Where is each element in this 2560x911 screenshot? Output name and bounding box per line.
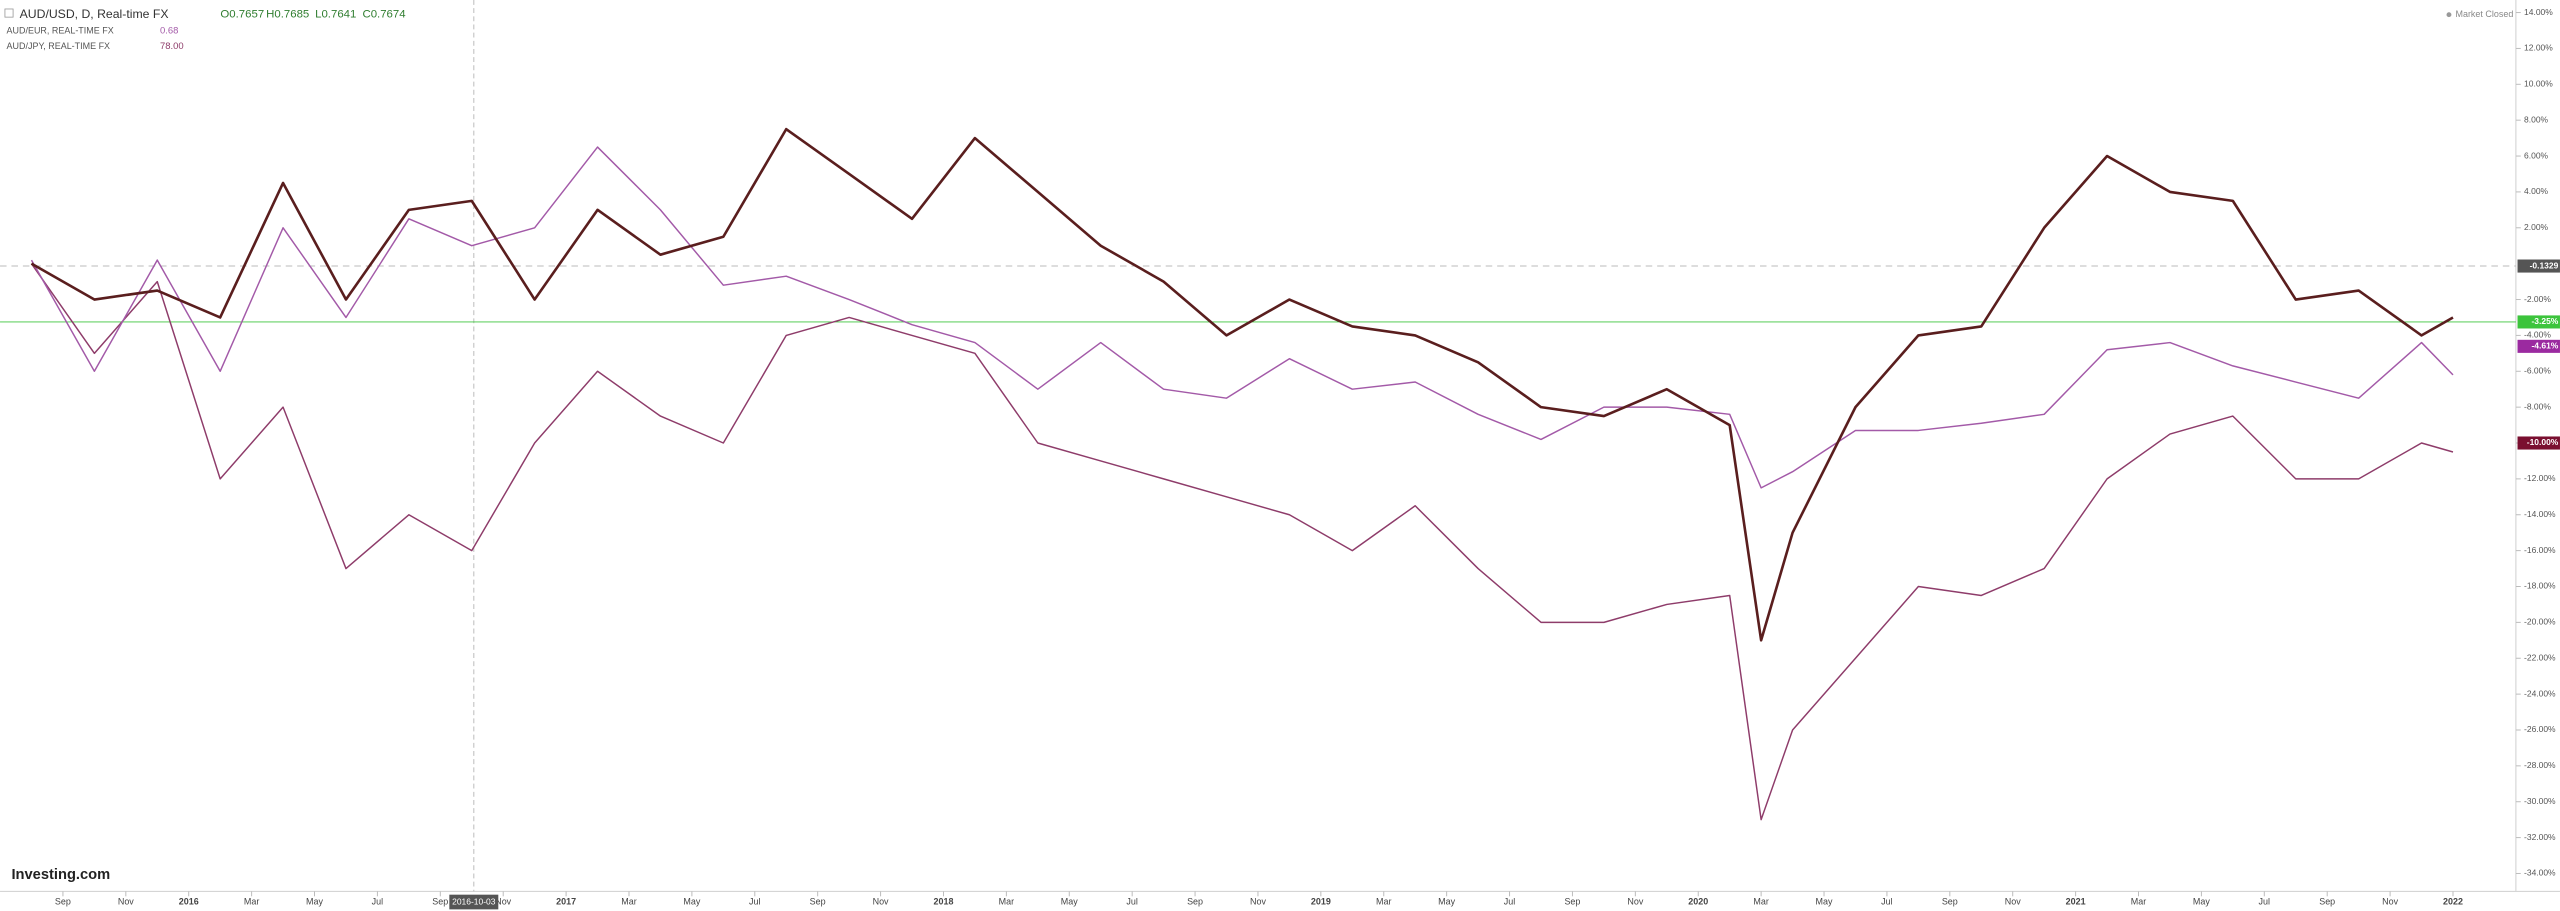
x-tick-label: 2021 — [2066, 896, 2086, 906]
series-line — [30, 263, 2454, 821]
price-label: -4.61% — [2531, 341, 2558, 351]
x-tick-label: 2020 — [1688, 896, 1708, 906]
x-tick-label: May — [306, 896, 323, 906]
status-dot — [2446, 12, 2452, 18]
x-tick-label: Sep — [1564, 896, 1580, 906]
x-tick-label: May — [1061, 896, 1078, 906]
x-tick-label: 2017 — [556, 896, 576, 906]
price-label-bg — [2517, 339, 2560, 353]
crosshair-label-bg — [449, 894, 499, 910]
quote-value: O0.7657 — [220, 9, 264, 21]
crosshair-label: 2016-10-03 — [452, 896, 496, 906]
x-tick-label: Nov — [873, 896, 889, 906]
y-tick-label: -2.00% — [2524, 294, 2551, 304]
x-tick-label: Mar — [2131, 896, 2146, 906]
y-tick-label: -8.00% — [2524, 401, 2551, 411]
status: Market Closed — [2455, 9, 2513, 19]
x-tick-label: Nov — [118, 896, 134, 906]
y-tick-label: -28.00% — [2524, 760, 2556, 770]
y-tick-label: 8.00% — [2524, 114, 2548, 124]
x-tick-label: Nov — [1250, 896, 1266, 906]
y-tick-label: -30.00% — [2524, 796, 2556, 806]
x-tick-label: Sep — [1187, 896, 1203, 906]
y-tick-label: 10.00% — [2524, 79, 2553, 89]
y-tick-label: -26.00% — [2524, 724, 2556, 734]
y-tick-label: -32.00% — [2524, 832, 2556, 842]
x-tick-label: May — [1816, 896, 1833, 906]
x-tick-label: Nov — [495, 896, 511, 906]
x-tick-label: Jul — [1504, 896, 1515, 906]
y-tick-label: -34.00% — [2524, 868, 2556, 878]
x-tick-label: 2022 — [2443, 896, 2463, 906]
y-tick-label: 12.00% — [2524, 43, 2553, 53]
x-tick-label: Sep — [55, 896, 71, 906]
y-tick-label: 14.00% — [2524, 7, 2553, 17]
x-tick-label: Jul — [1126, 896, 1137, 906]
x-tick-label: May — [683, 896, 700, 906]
legend-label: AUD/JPY, REAL-TIME FX — [7, 41, 111, 51]
legend-label: AUD/EUR, REAL-TIME FX — [7, 25, 114, 35]
series-line — [30, 127, 2454, 642]
x-tick-label: Jul — [1881, 896, 1892, 906]
y-tick-label: -24.00% — [2524, 688, 2556, 698]
collapse-icon[interactable] — [4, 8, 14, 18]
y-tick-label: -4.00% — [2524, 330, 2551, 340]
x-tick-label: Mar — [1376, 896, 1391, 906]
x-tick-label: 2019 — [1311, 896, 1331, 906]
y-tick-label: 2.00% — [2524, 222, 2548, 232]
y-tick-label: -20.00% — [2524, 617, 2556, 627]
quote-value: C0.7674 — [362, 9, 406, 21]
legend-last: 0.68 — [160, 26, 178, 37]
x-tick-label: Nov — [1627, 896, 1643, 906]
price-label: -10.00% — [2527, 437, 2559, 447]
price-label: -0.1329 — [2530, 260, 2559, 270]
x-tick-label: Nov — [2382, 896, 2398, 906]
x-tick-label: Mar — [244, 896, 259, 906]
y-tick-label: -22.00% — [2524, 652, 2556, 662]
x-tick-label: Sep — [2319, 896, 2335, 906]
price-label-bg — [2517, 436, 2560, 450]
x-tick-label: Jul — [372, 896, 383, 906]
price-label: -3.25% — [2531, 316, 2558, 326]
price-label-bg — [2517, 315, 2560, 329]
x-tick-label: Mar — [621, 896, 636, 906]
y-tick-label: -6.00% — [2524, 366, 2551, 376]
price-label-bg — [2517, 259, 2560, 273]
x-tick-label: May — [2193, 896, 2210, 906]
y-tick-label: 4.00% — [2524, 186, 2548, 196]
x-tick-label: 2016 — [179, 896, 199, 906]
quote-value: H0.7685 — [266, 9, 309, 21]
brand: Investing.com — [11, 867, 110, 883]
x-tick-label: Sep — [432, 896, 448, 906]
legend-last: 78.00 — [160, 41, 184, 52]
y-tick-label: -18.00% — [2524, 581, 2556, 591]
x-tick-label: 2018 — [934, 896, 954, 906]
y-tick-label: 6.00% — [2524, 150, 2548, 160]
x-tick-label: Jul — [749, 896, 760, 906]
x-tick-label: Nov — [2005, 896, 2021, 906]
legend-label: AUD/USD, D, Real-time FX — [20, 7, 169, 21]
quote-value: L0.7641 — [315, 9, 356, 21]
x-tick-label: Sep — [810, 896, 826, 906]
x-tick-label: May — [1438, 896, 1455, 906]
x-tick-label: Mar — [999, 896, 1014, 906]
x-tick-label: Jul — [2259, 896, 2270, 906]
series-line — [30, 146, 2454, 489]
y-tick-label: -12.00% — [2524, 473, 2556, 483]
x-tick-label: Mar — [1753, 896, 1768, 906]
x-tick-label: Sep — [1942, 896, 1958, 906]
y-tick-label: -14.00% — [2524, 509, 2556, 519]
y-tick-label: -16.00% — [2524, 545, 2556, 555]
